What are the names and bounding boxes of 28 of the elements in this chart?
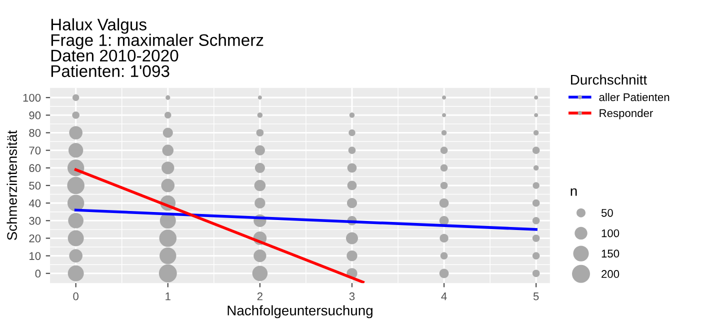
- y-tick-label: 10: [30, 252, 41, 260]
- legend-label: Responder: [600, 108, 653, 120]
- text: n: [570, 188, 577, 196]
- y-tick-label: 60: [29, 164, 41, 172]
- y-tick-label: 90: [29, 111, 41, 120]
- x-tick-label: 2: [257, 292, 262, 300]
- chart-title: Halux Valgus Frage 1: maximaler Schmerz Daten 2010-2020 Patienten: 1'093: [51, 18, 264, 78]
- legend-label: 50: [601, 208, 613, 217]
- y-tick-label: 80: [29, 129, 41, 137]
- y-tick-label: 70: [29, 146, 41, 154]
- legend-label: 200: [602, 270, 620, 278]
- y-tick-label: 50: [29, 182, 41, 190]
- x-axis-title: Nachfolgeuntersuchung: [228, 305, 372, 318]
- y-tick-label: 100: [23, 94, 41, 102]
- y-axis-title: Schmerzintensität: [6, 130, 17, 240]
- y-tick-label: 20: [29, 234, 41, 242]
- legend-label: aller Patienten: [599, 92, 670, 102]
- y-tick-label: 0: [35, 270, 41, 278]
- x-tick-label: 4: [441, 292, 447, 300]
- y-tick-label: 40: [28, 199, 41, 208]
- y-tick-label: 30: [29, 216, 41, 225]
- legend-label: 100: [602, 229, 620, 238]
- legend-label: 150: [602, 250, 620, 258]
- x-tick-label: 3: [349, 292, 355, 300]
- x-tick-label: 5: [533, 292, 539, 300]
- text: Durchschnitt: [571, 74, 647, 85]
- x-tick-label: 1: [166, 292, 170, 300]
- x-tick-label: 0: [73, 292, 78, 300]
